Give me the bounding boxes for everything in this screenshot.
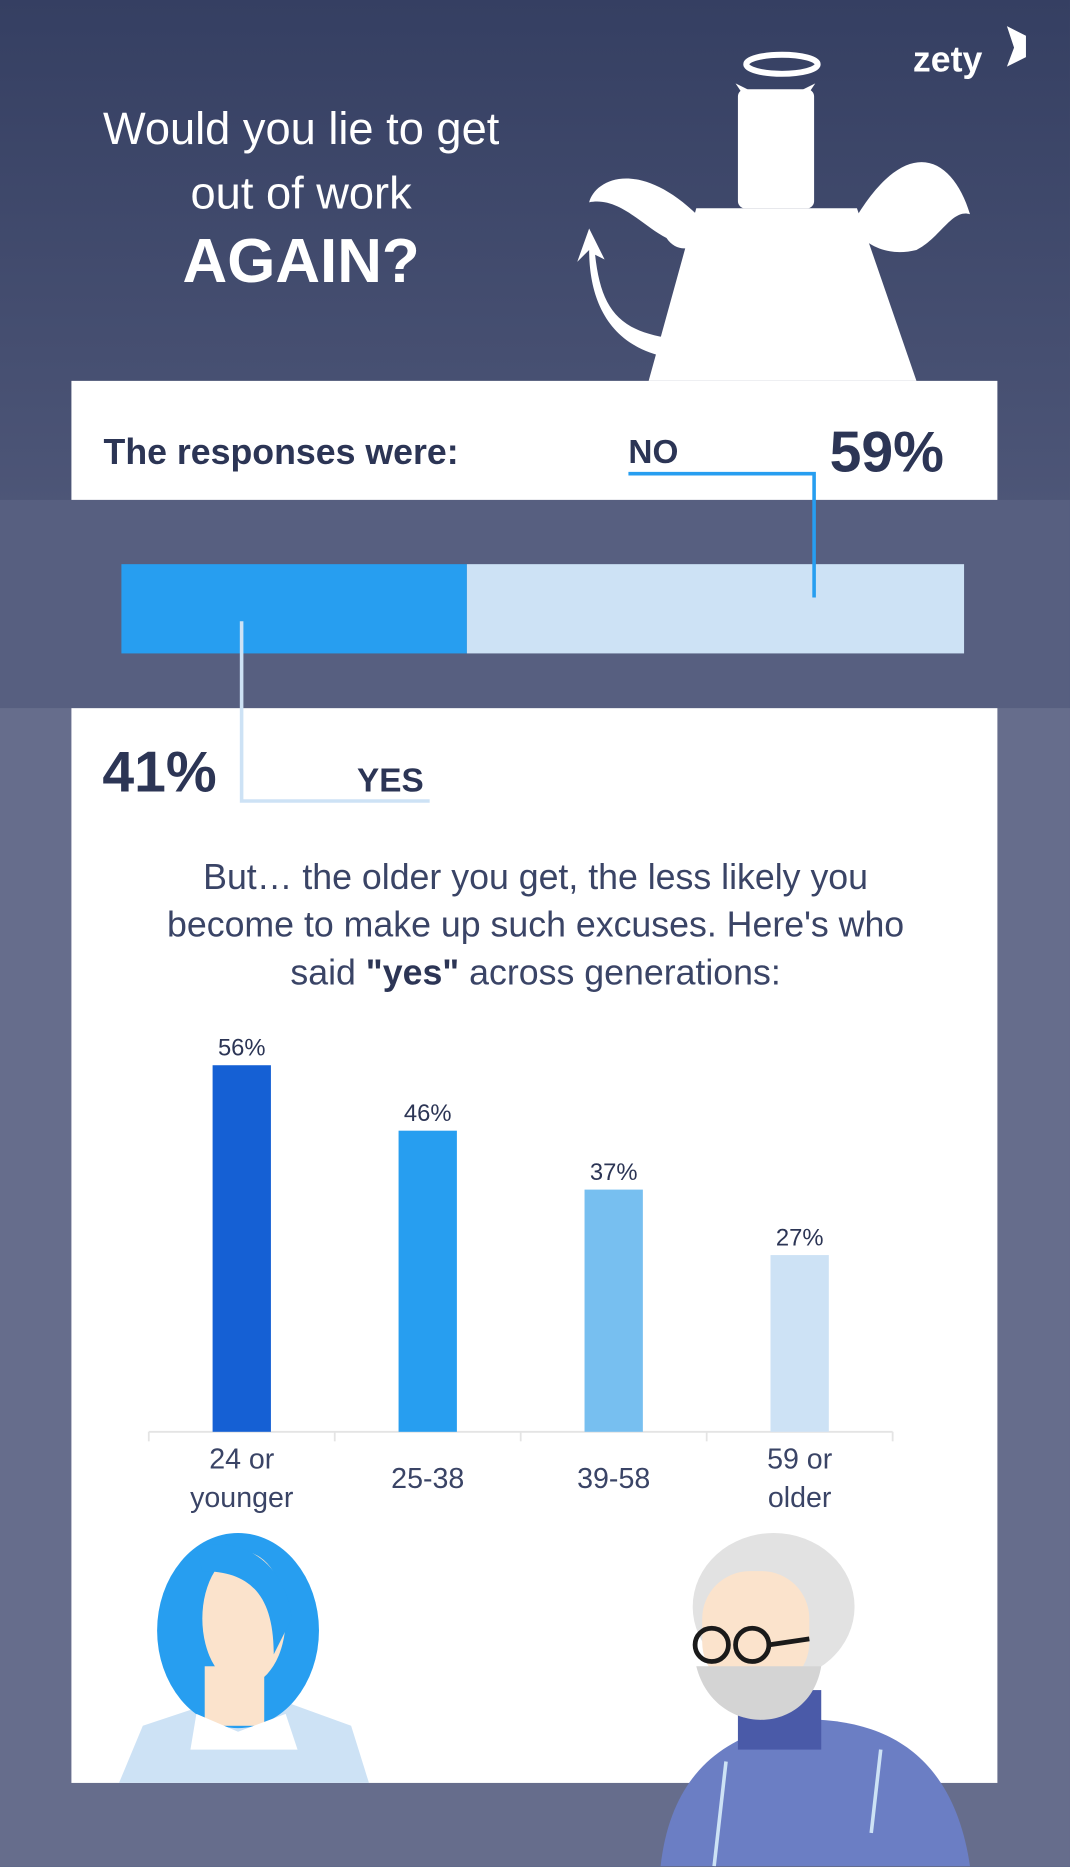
no-label: NO — [628, 434, 678, 471]
x-tick-label: 59 or older — [767, 1443, 833, 1514]
logo-mark — [1006, 26, 1026, 67]
responses-bar — [121, 564, 965, 654]
x-tick-label: 39-58 — [577, 1462, 651, 1495]
responses-panel — [71, 380, 998, 500]
woman-illustration — [119, 1532, 369, 1783]
no-value: 59% — [830, 420, 944, 484]
man-illustration — [660, 1532, 971, 1867]
intro-emphasis: "yes" — [365, 953, 460, 993]
x-tick-label: 25-38 — [391, 1462, 465, 1495]
bar — [584, 1189, 643, 1432]
title-emphasis: AGAIN? — [183, 227, 420, 296]
value-label: 37% — [590, 1159, 638, 1186]
intro-text: across generations: — [459, 953, 781, 993]
bar — [770, 1255, 829, 1432]
no-bar — [466, 564, 965, 654]
yes-connector — [239, 621, 430, 803]
bar-chart: 56% 46% 37% 27% — [147, 1035, 894, 1442]
bar — [398, 1130, 457, 1432]
value-label: 46% — [404, 1100, 452, 1127]
yes-value: 41% — [102, 740, 216, 804]
intro-text: But… the older you get, the less likely … — [143, 855, 929, 998]
value-label: 27% — [776, 1225, 824, 1252]
title-line: out of work — [191, 167, 413, 218]
logo: zety — [913, 39, 983, 79]
value-label: 56% — [218, 1035, 266, 1062]
intro-text: But… the older you get, the less likely … — [166, 858, 905, 993]
yes-label: YES — [357, 762, 424, 799]
title-line: Would you lie to get — [103, 103, 500, 154]
x-tick-label: 24 or younger — [190, 1443, 294, 1514]
no-connector — [628, 471, 816, 598]
yes-bar — [121, 564, 467, 654]
bar — [212, 1065, 271, 1432]
responses-label: The responses were: — [104, 432, 459, 472]
